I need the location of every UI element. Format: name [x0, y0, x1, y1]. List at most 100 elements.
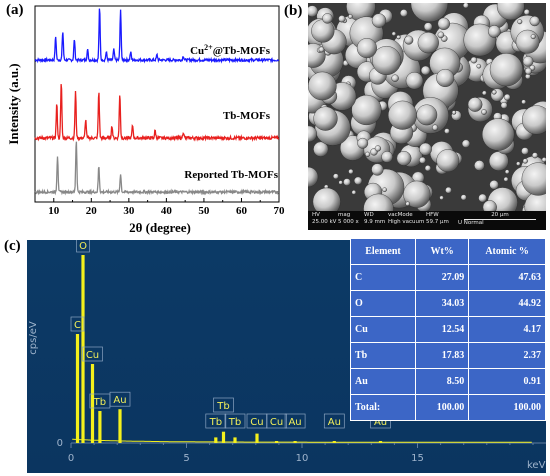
table-cell-element: Au	[350, 368, 416, 395]
table-cell-atomic: 0.91	[468, 368, 546, 395]
sem-particle	[467, 97, 483, 112]
eds-peak-label: Tb	[216, 401, 229, 412]
eds-y-tick-0: 0	[57, 438, 63, 449]
sem-particle	[332, 173, 339, 180]
sem-hv-value: 25.00 kV	[312, 219, 337, 225]
eds-peak-label: Cu	[250, 417, 263, 428]
table-row: Tb 17.83 2.37	[350, 342, 546, 369]
sem-particle	[439, 195, 444, 201]
eds-peak-label-box	[82, 346, 103, 362]
xrd-series-line	[34, 8, 280, 64]
eds-peak-label-box	[323, 413, 345, 429]
sem-particle	[420, 65, 431, 76]
xrd-x-tick-label: 10	[48, 205, 60, 217]
panel-label-b: (b)	[284, 3, 303, 19]
sem-particle	[444, 128, 450, 134]
table-header-wt: Wt%	[414, 238, 470, 265]
sem-particle	[478, 193, 487, 203]
eds-peak-label-box	[76, 240, 90, 253]
sem-particle	[515, 29, 540, 54]
sem-particle	[521, 147, 529, 155]
eds-peak-label: Tb	[228, 417, 241, 428]
xrd-y-axis-title: Intensity (a.u.)	[6, 63, 21, 144]
eds-peak	[275, 441, 279, 443]
eds-peak-label-box	[224, 413, 246, 429]
sem-particle	[529, 16, 540, 27]
sem-particle	[522, 56, 534, 67]
eds-peak-label: Au	[113, 395, 126, 406]
sem-particle	[374, 145, 382, 152]
eds-peak	[98, 411, 102, 443]
table-cell-atomic: 47.63	[468, 264, 546, 291]
xrd-frame	[34, 5, 280, 203]
table-row: Au 8.50 0.91	[350, 368, 546, 395]
sem-particle	[523, 9, 530, 16]
sem-particle	[416, 104, 438, 126]
eds-peak-label: Tb	[209, 417, 222, 428]
sem-particle	[391, 31, 397, 36]
sem-particle	[357, 137, 369, 149]
sem-vacmode-label: vacMode	[388, 212, 413, 218]
sem-particle	[419, 156, 426, 164]
eds-peak-label-box	[70, 316, 85, 332]
sem-particle	[356, 38, 377, 59]
xrd-series-line	[34, 141, 280, 196]
sem-wd-value: 9.9 mm	[364, 219, 386, 225]
sem-particle	[403, 180, 431, 208]
table-cell-atomic: 4.17	[468, 316, 546, 343]
sem-scale-label: 20 µm	[491, 212, 509, 218]
eds-x-tick-label: 10	[296, 453, 309, 464]
sem-detector-value: U Normal	[458, 220, 484, 226]
eds-peak	[118, 409, 122, 443]
sem-particle	[364, 151, 371, 157]
sem-particle	[474, 160, 485, 171]
sem-particle	[531, 152, 538, 159]
eds-peak	[81, 255, 85, 443]
eds-peak-label: C	[74, 320, 81, 331]
sem-particle	[371, 163, 384, 176]
sem-particle	[481, 109, 487, 115]
eds-peak	[75, 334, 80, 443]
sem-particle	[308, 125, 317, 143]
sem-particle	[371, 13, 387, 28]
table-cell-wt: 34.03	[414, 290, 470, 317]
xrd-x-tick-label: 40	[161, 205, 173, 217]
sem-particle	[437, 17, 451, 30]
panel-label-a: (a)	[6, 2, 24, 18]
eds-peak-label-box	[109, 391, 131, 407]
eds-peak-label: Au	[288, 417, 301, 428]
eds-peak-label: Au	[328, 417, 341, 428]
sem-hfw-value: 59.7 µm	[426, 219, 449, 225]
sem-particle	[436, 68, 455, 87]
sem-particle	[308, 5, 318, 17]
sem-particle	[404, 35, 414, 45]
eds-background	[72, 438, 532, 443]
sem-particle	[436, 149, 460, 173]
table-row: Total: 100.00 100.00	[350, 394, 546, 421]
sem-particle	[343, 178, 351, 186]
sem-particle	[381, 151, 393, 163]
sem-particle	[396, 150, 412, 166]
sem-particle	[423, 22, 433, 32]
eds-peak	[293, 441, 297, 443]
table-cell-wt: 12.54	[414, 316, 470, 343]
sem-particle	[382, 187, 387, 192]
sem-particle	[521, 99, 527, 105]
sem-particle	[338, 15, 346, 23]
sem-particle	[470, 56, 478, 64]
sem-mag-label: mag	[338, 212, 351, 218]
table-cell-element: O	[350, 290, 416, 317]
xrd-x-tick-label: 50	[198, 205, 210, 217]
sem-mag-value: 5 000 x	[338, 219, 359, 225]
sem-particle	[500, 102, 508, 109]
sem-particle	[445, 186, 452, 194]
eds-x-tick-label: 15	[411, 453, 424, 464]
eds-composition-table: Element Wt% Atomic % C 27.09 47.63 O 34.…	[350, 238, 546, 421]
sem-particle	[348, 14, 353, 19]
sem-hfw-label: HFW	[426, 212, 439, 218]
eds-peak-label: Cu	[86, 350, 99, 361]
table-cell-atomic: 2.37	[468, 342, 546, 369]
sem-particle	[363, 193, 394, 211]
sem-particle	[461, 139, 471, 148]
table-header-element: Element	[350, 238, 416, 265]
